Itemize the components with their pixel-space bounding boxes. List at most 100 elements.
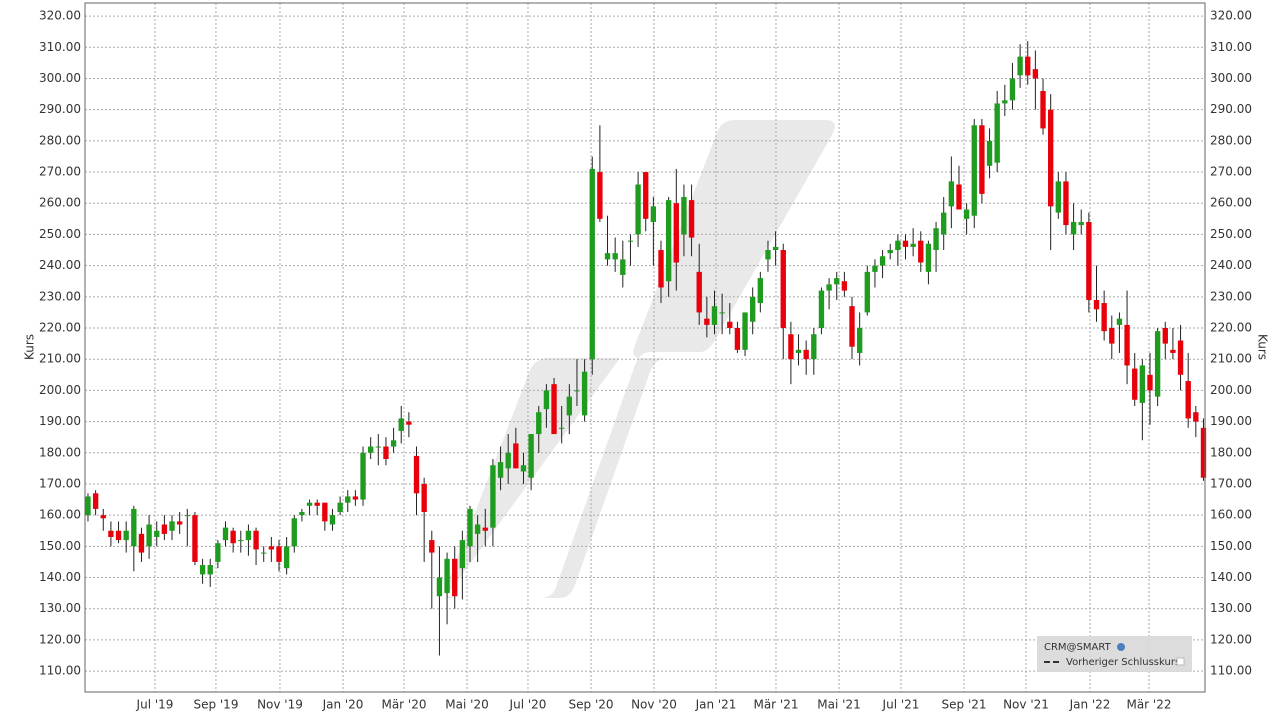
x-tick-label: Mär '21	[753, 698, 798, 712]
y2-tick-label: 160.00	[1210, 508, 1252, 522]
x-tick-label: Jul '20	[509, 698, 547, 712]
candle-body	[268, 546, 275, 550]
y2-tick-label: 240.00	[1210, 258, 1252, 272]
candle-body	[627, 240, 634, 242]
candle-body	[887, 250, 893, 254]
y-tick-label: 200.00	[39, 383, 81, 397]
candle-body	[238, 540, 244, 542]
candle-body	[1200, 427, 1207, 478]
candle-body	[559, 427, 565, 429]
y2-tick-label: 290.00	[1210, 102, 1252, 116]
candle-body	[849, 306, 855, 347]
y2-tick-label: 270.00	[1210, 165, 1252, 179]
candle-body	[375, 446, 381, 448]
candle-body	[513, 443, 519, 469]
legend-checkbox[interactable]	[1176, 657, 1185, 666]
candle-body	[497, 462, 504, 478]
candle-body	[902, 240, 909, 247]
candle-body	[92, 493, 99, 509]
candle-body	[115, 530, 122, 541]
candle-body	[1170, 349, 1176, 353]
y-tick-label: 310.00	[39, 40, 81, 54]
x-tick-label: Mär '22	[1126, 698, 1171, 712]
watermark	[445, 120, 835, 598]
x-tick-label: Jul '21	[882, 698, 920, 712]
candle-body	[1002, 100, 1008, 104]
candle-body	[1116, 318, 1123, 325]
candle-body	[1055, 181, 1061, 213]
legend-symbol: CRM@SMART	[1044, 642, 1112, 653]
candle-body	[574, 390, 580, 392]
y2-tick-label: 230.00	[1210, 289, 1252, 303]
candle-body	[803, 349, 809, 360]
x-tick-label: Jan '20	[322, 698, 364, 712]
candle-body	[956, 184, 962, 210]
candle-body	[795, 349, 802, 353]
candle-body	[337, 502, 343, 513]
candle-body	[467, 508, 473, 547]
candle-body	[192, 515, 198, 562]
candle-body	[1154, 331, 1161, 397]
candle-body	[879, 256, 886, 266]
y-tick-label: 130.00	[39, 601, 81, 615]
y-tick-label: 270.00	[39, 165, 81, 179]
candle-body	[505, 452, 511, 469]
y2-tick-label: 250.00	[1210, 227, 1252, 241]
candle-body	[864, 271, 870, 313]
candle-body	[1040, 90, 1046, 129]
candle-body	[253, 530, 259, 550]
candle-body	[131, 508, 137, 547]
candle-body	[994, 103, 1000, 163]
y-axis-title: Kurs	[23, 334, 37, 360]
y2-tick-label: 310.00	[1210, 40, 1252, 54]
candle-body	[818, 290, 825, 329]
x-tick-label: Nov '21	[1003, 698, 1049, 712]
candle-body	[207, 565, 213, 575]
candle-body	[1032, 69, 1039, 79]
candle-body	[306, 502, 313, 506]
candle-body	[612, 253, 618, 260]
x-tick-label: Nov '19	[257, 698, 303, 712]
y2-tick-label: 130.00	[1210, 601, 1252, 615]
candle-body	[459, 540, 466, 569]
candle-body	[1193, 412, 1199, 422]
candle-body	[971, 125, 977, 216]
candle-body	[665, 200, 672, 282]
candle-body	[918, 240, 924, 263]
y2-tick-label: 170.00	[1210, 476, 1252, 490]
candle-body	[1025, 56, 1031, 76]
y-tick-label: 230.00	[39, 289, 81, 303]
candle-body	[895, 240, 901, 251]
candle-body	[528, 434, 534, 478]
candle-body	[834, 278, 840, 285]
candle-body	[276, 546, 282, 562]
y-tick-label: 110.00	[39, 664, 81, 678]
candle-body	[429, 540, 435, 553]
candle-body	[1177, 340, 1184, 375]
candle-body	[788, 334, 794, 360]
candle-body	[474, 524, 481, 534]
y-tick-label: 300.00	[39, 71, 81, 85]
legend-box	[1037, 636, 1192, 672]
candle-body	[230, 530, 236, 544]
candle-body	[1109, 328, 1115, 344]
candle-body	[154, 530, 160, 537]
y-tick-label: 160.00	[39, 508, 81, 522]
candle-body	[910, 243, 916, 247]
legend-icon	[1117, 643, 1125, 651]
candle-body	[589, 168, 595, 360]
x-tick-label: Mai '21	[817, 698, 860, 712]
y2-tick-label: 210.00	[1210, 352, 1252, 366]
candle-body	[1078, 221, 1084, 226]
candle-body	[757, 278, 764, 304]
candle-body	[933, 228, 939, 251]
y-tick-label: 180.00	[39, 445, 81, 459]
candle-body	[1162, 328, 1168, 344]
candle-body	[734, 328, 741, 350]
candle-body	[688, 200, 695, 238]
candle-body	[367, 446, 374, 453]
candle-body	[490, 465, 496, 528]
candle-body	[421, 483, 427, 513]
candle-body	[261, 552, 267, 554]
